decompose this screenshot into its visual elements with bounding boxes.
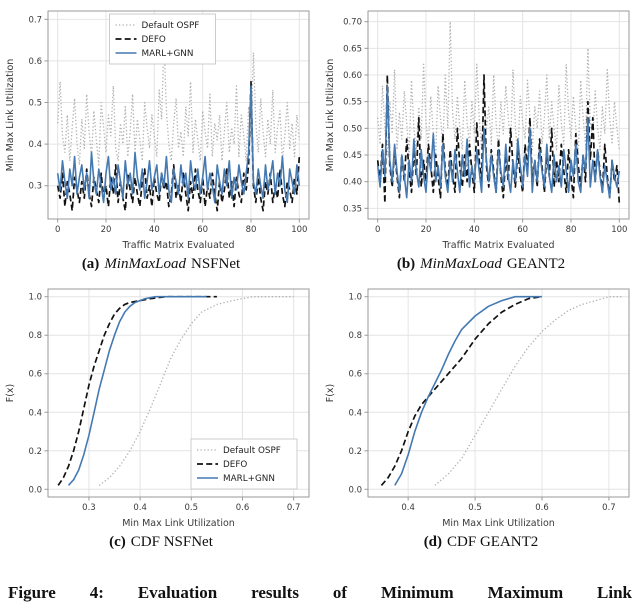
subcaption-c-label: (c) (109, 534, 126, 550)
svg-text:40: 40 (469, 225, 480, 235)
svg-text:20: 20 (101, 225, 112, 235)
svg-text:F(x): F(x) (325, 384, 336, 403)
subplot-a: 0 20 40 60 80 100 0.3 0.4 0.5 0.6 0.7 Traffic Matri… (2, 2, 320, 280)
svg-text:0.6: 0.6 (348, 370, 362, 380)
svg-text:0.3: 0.3 (28, 182, 42, 192)
svg-text:0.70: 0.70 (343, 18, 362, 28)
svg-text:0.5: 0.5 (28, 99, 42, 109)
svg-text:0.55: 0.55 (343, 98, 362, 108)
svg-text:Min Max Link Utilization: Min Max Link Utilization (5, 59, 16, 172)
svg-text:40: 40 (149, 225, 160, 235)
svg-text:0.4: 0.4 (348, 408, 362, 418)
svg-text:100: 100 (291, 225, 307, 235)
chart-cdf-geant2: 0.4 0.5 0.6 0.7 0.0 0.2 0.4 0.6 0.8 1.0 Min Max Li… (322, 280, 638, 530)
subcaption-c-text: CDF NSFNet (130, 534, 213, 550)
svg-text:1.0: 1.0 (28, 293, 42, 303)
svg-text:0.0: 0.0 (348, 485, 362, 495)
svg-text:0.7: 0.7 (287, 503, 301, 513)
svg-text:Min Max Link Utilization: Min Max Link Utilization (122, 518, 235, 529)
chart-cdf-nsfnet: 0.3 0.4 0.5 0.6 0.7 0.0 0.2 0.4 0.6 0.8 1.0 Min Max… (2, 280, 318, 530)
subcaption-d-text: CDF GEANT2 (447, 534, 539, 550)
svg-text:Min Max Link Utilization: Min Max Link Utilization (442, 518, 555, 529)
subcaption-a-italic: MinMaxLoad (104, 256, 186, 272)
svg-text:0.2: 0.2 (28, 447, 42, 457)
svg-text:80: 80 (566, 225, 577, 235)
svg-text:0.4: 0.4 (28, 408, 42, 418)
svg-text:0.6: 0.6 (28, 57, 42, 67)
svg-text:0.7: 0.7 (602, 503, 616, 513)
svg-text:20: 20 (421, 225, 432, 235)
svg-text:0.6: 0.6 (236, 503, 250, 513)
subcaption-b-label: (b) (396, 256, 416, 272)
subcaption-b-text: GEANT2 (506, 256, 566, 272)
subcaption-c: (c) CDF NSFNet (2, 532, 320, 552)
svg-text:0.8: 0.8 (348, 331, 362, 341)
svg-text:0.5: 0.5 (185, 503, 199, 513)
svg-text:60: 60 (517, 225, 528, 235)
subplot-c: 0.3 0.4 0.5 0.6 0.7 0.0 0.2 0.4 0.6 0.8 1.0 Min Max… (2, 280, 320, 558)
svg-text:Default OSPF: Default OSPF (223, 446, 281, 456)
svg-text:0.60: 0.60 (343, 71, 362, 81)
subplot-d: 0.4 0.5 0.6 0.7 0.0 0.2 0.4 0.6 0.8 1.0 Min Max Li… (322, 280, 640, 558)
svg-text:0.4: 0.4 (28, 140, 42, 150)
figure-caption-label: Figure 4: (8, 583, 104, 602)
svg-text:0: 0 (55, 225, 60, 235)
svg-text:100: 100 (611, 225, 627, 235)
svg-text:0.45: 0.45 (343, 151, 362, 161)
subcaption-d-label: (d) (423, 534, 443, 550)
svg-text:0.6: 0.6 (28, 370, 42, 380)
figure-caption: Figure 4: Evaluation results of Minimum … (8, 582, 632, 608)
svg-text:0.5: 0.5 (468, 503, 482, 513)
subcaption-a-text: NSFNet (190, 256, 241, 272)
svg-text:0.4: 0.4 (401, 503, 415, 513)
svg-text:80: 80 (246, 225, 257, 235)
subcaption-d: (d) CDF GEANT2 (322, 532, 640, 552)
svg-text:Traffic Matrix Evaluated: Traffic Matrix Evaluated (441, 240, 554, 251)
svg-text:DEFO: DEFO (223, 460, 247, 470)
subcaption-a: (a) MinMaxLoad NSFNet (2, 254, 320, 274)
svg-text:MARL+GNN: MARL+GNN (142, 49, 194, 59)
chart-minmaxload-nsfnet: 0 20 40 60 80 100 0.3 0.4 0.5 0.6 0.7 Traffic Matri… (2, 2, 318, 252)
svg-text:F(x): F(x) (5, 384, 16, 403)
subcaption-b: (b) MinMaxLoad GEANT2 (322, 254, 640, 274)
subcaption-b-italic: MinMaxLoad (420, 256, 502, 272)
svg-text:1.0: 1.0 (348, 293, 362, 303)
svg-text:Traffic Matrix Evaluated: Traffic Matrix Evaluated (121, 240, 234, 251)
svg-text:Min Max Link Utilization: Min Max Link Utilization (325, 59, 336, 172)
subcaption-a-label: (a) (81, 256, 100, 272)
figure-caption-text: Evaluation results of Minimum Maximum Li… (137, 583, 632, 602)
svg-text:0.65: 0.65 (343, 44, 362, 54)
svg-text:Default OSPF: Default OSPF (142, 21, 200, 31)
subplot-grid: 0 20 40 60 80 100 0.3 0.4 0.5 0.6 0.7 Traffic Matri… (2, 2, 638, 558)
svg-text:DEFO: DEFO (142, 35, 166, 45)
svg-text:0.7: 0.7 (28, 15, 42, 25)
svg-text:0.0: 0.0 (28, 485, 42, 495)
svg-text:60: 60 (197, 225, 208, 235)
svg-text:0.6: 0.6 (535, 503, 549, 513)
svg-text:0.4: 0.4 (133, 503, 147, 513)
svg-text:MARL+GNN: MARL+GNN (223, 474, 275, 484)
svg-text:0.3: 0.3 (82, 503, 96, 513)
svg-text:0: 0 (375, 225, 380, 235)
chart-minmaxload-geant2: 0 20 40 60 80 100 0.35 0.40 0.45 0.50 0.55 0.60 0.65… (322, 2, 638, 252)
svg-text:0.2: 0.2 (348, 447, 362, 457)
svg-text:0.50: 0.50 (343, 124, 362, 134)
svg-text:0.35: 0.35 (343, 204, 362, 214)
svg-text:0.40: 0.40 (343, 178, 362, 188)
subplot-b: 0 20 40 60 80 100 0.35 0.40 0.45 0.50 0.55 0.60 0.65… (322, 2, 640, 280)
svg-text:0.8: 0.8 (28, 331, 42, 341)
